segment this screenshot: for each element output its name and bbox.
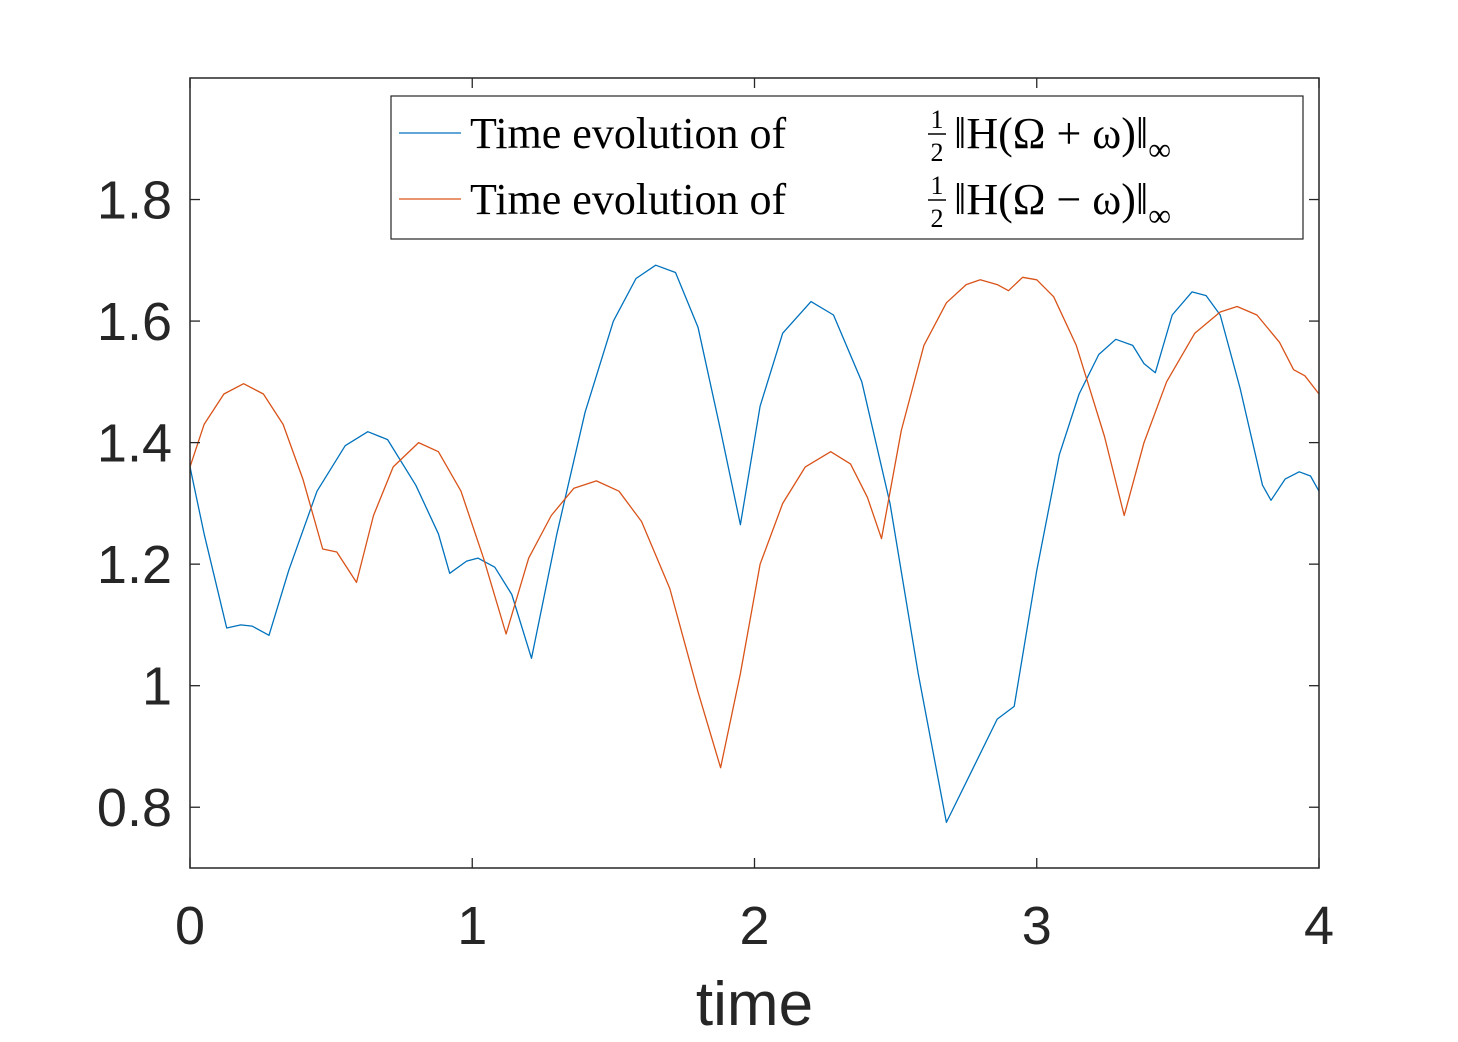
legend-math-sub-series-2: ∞ (1148, 197, 1171, 233)
legend-math-series-2: ‖H(Ω − ω)‖∞ (954, 175, 1171, 233)
legend-fraction-den-series-2: 2 (931, 204, 944, 233)
y-tick-label: 1 (142, 657, 172, 717)
axis-ticks (189, 78, 1320, 868)
series-line-2 (189, 276, 1320, 769)
legend-fraction-num-series-2: 1 (931, 171, 944, 200)
legend-box (390, 95, 1304, 240)
legend-fraction-den-series-1: 2 (931, 138, 944, 167)
series-line-1 (189, 264, 1320, 824)
x-tick-label: 2 (739, 896, 769, 956)
y-tick-label: 1.4 (97, 414, 172, 474)
x-axis-label: time (696, 970, 813, 1039)
legend-math-sub-series-1: ∞ (1148, 131, 1171, 167)
x-tick-label: 3 (1022, 896, 1052, 956)
axis-tick-labels: 0 1 2 3 4 0.8 1 1.2 1.4 1.6 1.8 (97, 171, 1334, 956)
legend: Time evolution of 1 2 ‖H(Ω + ω)‖∞ Time e… (390, 95, 1304, 240)
legend-math-body-series-2: ‖H(Ω − ω)‖ (954, 175, 1148, 224)
legend-prefix-series-1: Time evolution of (470, 109, 787, 158)
y-tick-label: 1.8 (97, 171, 172, 231)
x-tick-label: 1 (457, 896, 487, 956)
x-tick-label: 0 (175, 896, 205, 956)
legend-label-series-2: Time evolution of (470, 175, 787, 224)
legend-label-series-1: Time evolution of (470, 109, 787, 158)
legend-prefix-series-2: Time evolution of (470, 175, 787, 224)
legend-math-series-1: ‖H(Ω + ω)‖∞ (954, 109, 1171, 167)
x-tick-label: 4 (1304, 896, 1334, 956)
series-lines (189, 264, 1320, 824)
y-tick-label: 1.6 (97, 292, 172, 352)
y-tick-label: 0.8 (97, 778, 172, 838)
y-tick-label: 1.2 (97, 535, 172, 595)
legend-math-body-series-1: ‖H(Ω + ω)‖ (954, 109, 1148, 158)
legend-fraction-num-series-1: 1 (931, 105, 944, 134)
